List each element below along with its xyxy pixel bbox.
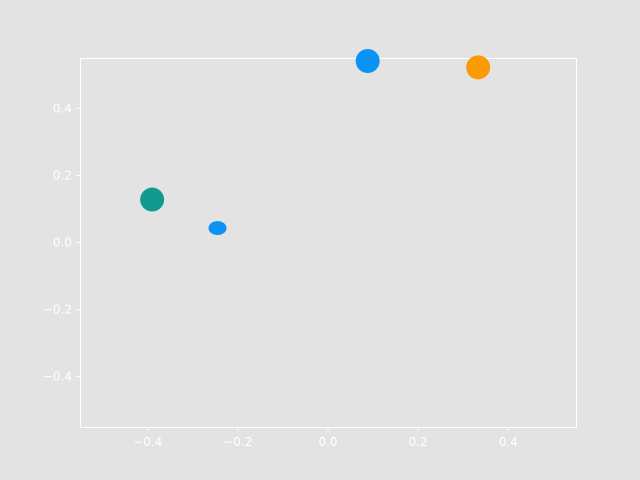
x-tick-label: 0.4 — [499, 435, 518, 449]
x-tick-label: −0.2 — [223, 435, 252, 449]
y-tick-label: −0.4 — [43, 370, 72, 384]
x-tick-label: 0.0 — [318, 435, 337, 449]
x-axis: −0.4 −0.2 0.0 0.2 0.4 — [133, 427, 518, 449]
y-tick-label: 0.4 — [53, 101, 72, 115]
data-point — [140, 187, 165, 212]
x-tick-label: −0.4 — [133, 435, 162, 449]
plot-area — [80, 58, 577, 428]
y-tick-label: 0.2 — [53, 168, 72, 182]
y-tick-label: −0.2 — [43, 303, 72, 317]
data-point — [466, 55, 491, 80]
axes-frame — [80, 58, 577, 428]
y-axis: −0.4 −0.2 0.0 0.2 0.4 — [43, 101, 80, 384]
y-tick-label: 0.0 — [53, 236, 72, 250]
data-point — [355, 49, 380, 74]
data-points — [140, 49, 491, 236]
x-tick-label: 0.2 — [409, 435, 428, 449]
data-point — [208, 221, 227, 236]
